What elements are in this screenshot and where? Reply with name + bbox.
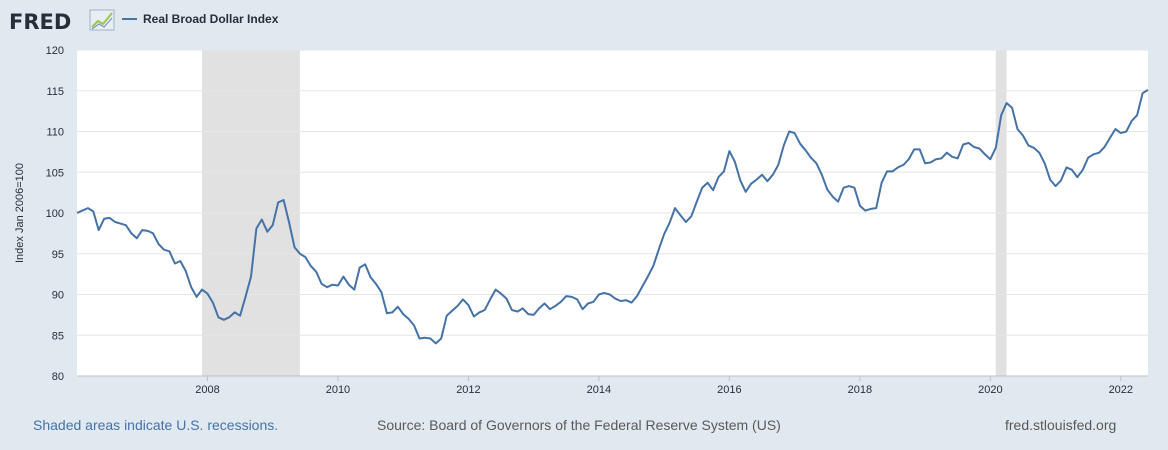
y-tick-label: 100 <box>46 208 64 220</box>
legend: Real Broad Dollar Index <box>122 12 279 26</box>
y-tick-label: 105 <box>46 167 64 179</box>
x-tick-label: 2020 <box>978 384 1002 396</box>
x-tick-label: 2012 <box>456 384 480 396</box>
chart-trend-icon <box>89 9 115 31</box>
y-tick-label: 85 <box>52 330 64 342</box>
x-axis-ticks: 2008 2010 2012 2014 2016 2018 2020 2022 <box>77 375 1148 396</box>
y-tick-label: 95 <box>52 249 64 261</box>
y-tick-label: 110 <box>46 127 64 139</box>
x-tick-label: 2010 <box>326 384 350 396</box>
y-axis-ticks: 80 85 90 95 100 105 110 115 120 <box>46 45 64 383</box>
x-tick-label: 2008 <box>195 384 219 396</box>
legend-label: Real Broad Dollar Index <box>143 12 279 26</box>
y-tick-label: 90 <box>52 290 64 302</box>
y-tick-label: 80 <box>52 371 64 383</box>
y-tick-label: 120 <box>46 45 64 57</box>
x-tick-label: 2014 <box>587 384 611 396</box>
fred-logo[interactable]: FRED <box>9 9 115 34</box>
series-layer <box>76 89 1149 345</box>
recession-note-link[interactable]: Shaded areas indicate U.S. recessions. <box>33 417 279 433</box>
source-text: Source: Board of Governors of the Federa… <box>377 417 781 433</box>
x-tick-label: 2022 <box>1109 384 1133 396</box>
series-line-real-broad-dollar-index <box>76 89 1149 345</box>
site-link[interactable]: fred.stlouisfed.org <box>1005 417 1117 433</box>
logo-text: FRED <box>9 10 71 34</box>
x-tick-label: 2018 <box>848 384 872 396</box>
x-tick-label: 2016 <box>717 384 741 396</box>
y-tick-label: 115 <box>46 86 64 98</box>
y-axis-label: Index Jan 2006=100 <box>14 163 26 263</box>
